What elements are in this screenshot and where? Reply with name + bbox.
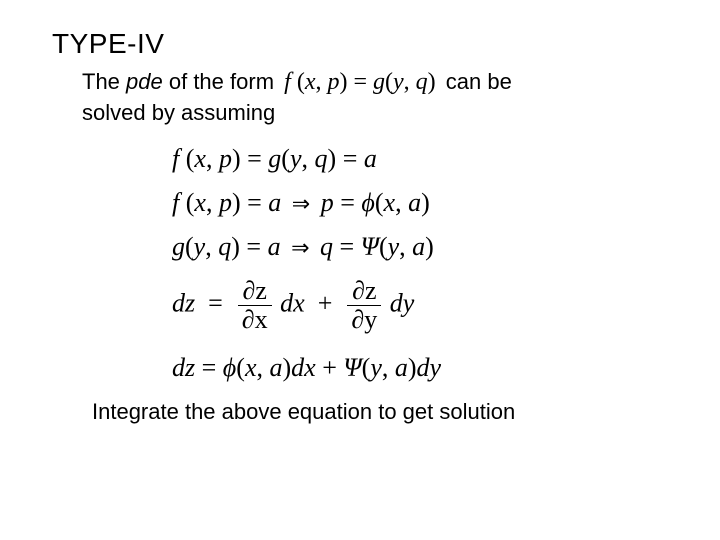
intro-form-equation: f (x, p) = g(y, q) bbox=[280, 69, 440, 95]
intro-prefix: The bbox=[82, 69, 126, 94]
intro-after-pde: of the form bbox=[163, 69, 280, 94]
equation-line-4: dz = ∂z ∂x dx + ∂z ∂y dy bbox=[172, 278, 680, 333]
partial-x-den-1: ∂x bbox=[242, 305, 268, 334]
equation-block: f (x, p) = g(y, q) = a f (x, p) = a ⇒ p … bbox=[172, 146, 680, 381]
fraction-dz-dy: ∂z ∂y bbox=[347, 278, 381, 333]
heading-type-iv: TYPE-IV bbox=[52, 28, 680, 60]
intro-after-eqn-1: can be bbox=[440, 69, 512, 94]
intro-line2: solved by assuming bbox=[82, 100, 275, 125]
plus-sign: + bbox=[318, 289, 333, 318]
slide: TYPE-IV The pde of the form f (x, p) = g… bbox=[0, 0, 720, 540]
dz-lhs: dz bbox=[172, 289, 195, 318]
partial-y-den-2: ∂y bbox=[351, 305, 377, 334]
partial-z-num-1: ∂z bbox=[243, 276, 267, 305]
intro-pde-word: pde bbox=[126, 69, 163, 94]
fraction-dz-dx: ∂z ∂x bbox=[238, 278, 272, 333]
dy-term: dy bbox=[390, 289, 415, 318]
partial-z-num-2: ∂z bbox=[352, 276, 376, 305]
dx-term: dx bbox=[280, 289, 305, 318]
closing-sentence: Integrate the above equation to get solu… bbox=[52, 399, 680, 425]
equation-line-5: dz = ϕ(x, a)dx + Ψ(y, a)dy bbox=[172, 355, 680, 381]
intro-paragraph: The pde of the form f (x, p) = g(y, q) c… bbox=[52, 66, 680, 128]
equation-line-1: f (x, p) = g(y, q) = a bbox=[172, 146, 680, 172]
equation-line-3: g(y, q) = a ⇒ q = Ψ(y, a) bbox=[172, 234, 680, 260]
equation-line-2: f (x, p) = a ⇒ p = ϕ(x, a) bbox=[172, 190, 680, 216]
